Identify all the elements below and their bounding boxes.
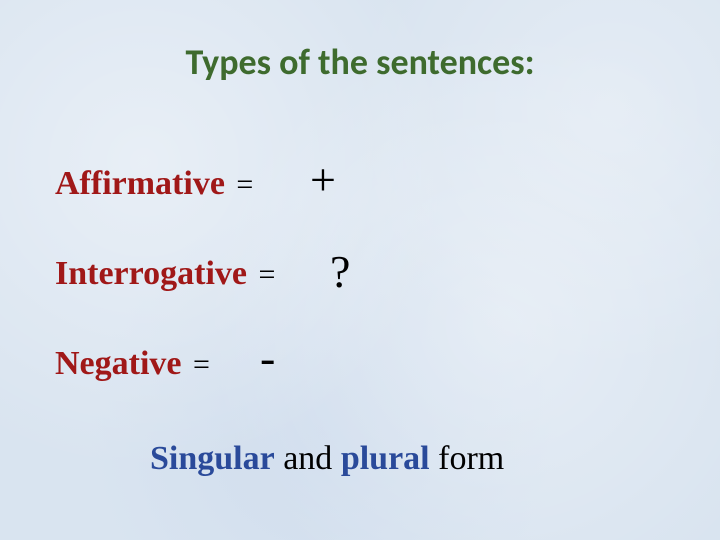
footer-and: and [275,440,341,477]
label-affirmative: Affirmative [55,165,225,202]
row-negative: Negative = - [55,345,210,383]
slide-title: Types of the sentences: [0,40,720,84]
equals-sign [186,348,194,381]
symbol-plus: + [310,153,336,206]
equals-negative: = [193,348,210,381]
footer-singular: Singular [150,440,275,477]
symbol-minus: - [260,331,275,384]
label-interrogative: Interrogative [55,255,247,292]
row-interrogative: Interrogative = ? [55,255,275,293]
footer-line: Singular and plural form [150,440,504,478]
footer-plural: plural [341,440,430,477]
symbol-question: ? [330,245,350,298]
row-affirmative: Affirmative = + [55,165,253,203]
label-negative: Negative [55,345,182,382]
footer-form: form [430,440,505,477]
equals-interrogative: = [258,258,275,291]
equals-affirmative: = [236,168,253,201]
